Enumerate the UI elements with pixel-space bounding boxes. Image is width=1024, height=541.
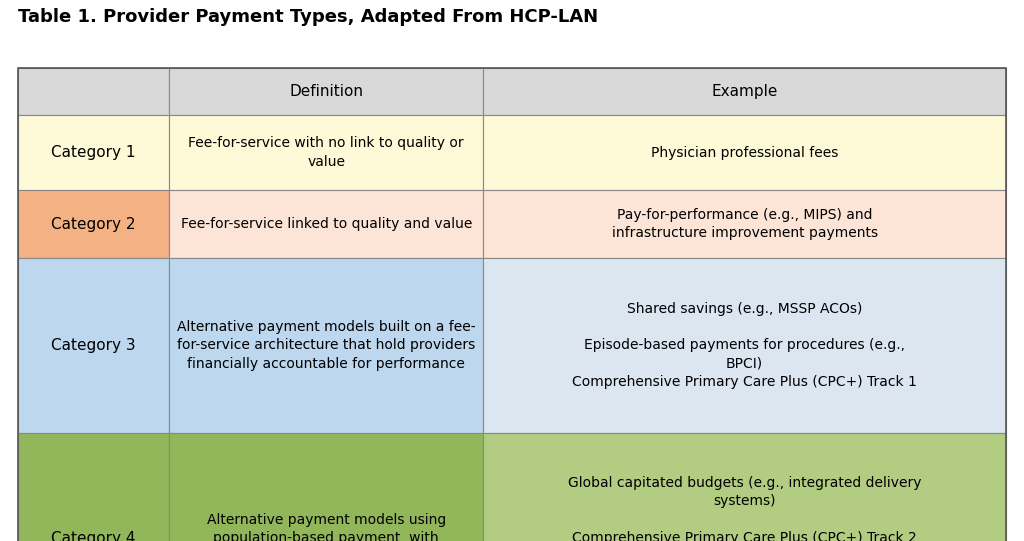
Bar	[483, 258, 1006, 433]
Text: Example: Example	[712, 84, 778, 99]
Text: Fee-for-service linked to quality and value: Fee-for-service linked to quality and va…	[180, 217, 472, 231]
Bar	[169, 258, 483, 433]
Bar	[169, 433, 483, 541]
Bar	[483, 433, 1006, 541]
Bar	[483, 190, 1006, 258]
Text: Category 4: Category 4	[51, 531, 136, 541]
Text: Category 2: Category 2	[51, 216, 136, 232]
Bar	[18, 258, 169, 433]
Bar	[18, 433, 169, 541]
Text: Fee-for-service with no link to quality or
value: Fee-for-service with no link to quality …	[188, 136, 464, 169]
Text: Category 3: Category 3	[51, 338, 136, 353]
Text: Pay-for-performance (e.g., MIPS) and
infrastructure improvement payments: Pay-for-performance (e.g., MIPS) and inf…	[611, 208, 878, 240]
Text: Table 1. Provider Payment Types, Adapted From HCP-LAN: Table 1. Provider Payment Types, Adapted…	[18, 8, 598, 26]
Bar	[169, 115, 483, 190]
Bar	[483, 68, 1006, 115]
Text: Category 1: Category 1	[51, 145, 136, 160]
Text: Definition: Definition	[289, 84, 364, 99]
Bar	[18, 68, 169, 115]
Bar	[169, 190, 483, 258]
Bar	[169, 68, 483, 115]
Text: Alternative payment models using
population-based payment, with
safeguards again: Alternative payment models using populat…	[177, 513, 475, 541]
Text: Alternative payment models built on a fee-
for-service architecture that hold pr: Alternative payment models built on a fe…	[177, 320, 475, 371]
Text: Physician professional fees: Physician professional fees	[651, 146, 839, 160]
Bar	[18, 115, 169, 190]
Text: Shared savings (e.g., MSSP ACOs)

Episode-based payments for procedures (e.g.,
B: Shared savings (e.g., MSSP ACOs) Episode…	[572, 302, 918, 390]
Text: Global capitated budgets (e.g., integrated delivery
systems)

Comprehensive Prim: Global capitated budgets (e.g., integrat…	[568, 476, 922, 541]
Bar	[483, 115, 1006, 190]
Bar	[18, 190, 169, 258]
